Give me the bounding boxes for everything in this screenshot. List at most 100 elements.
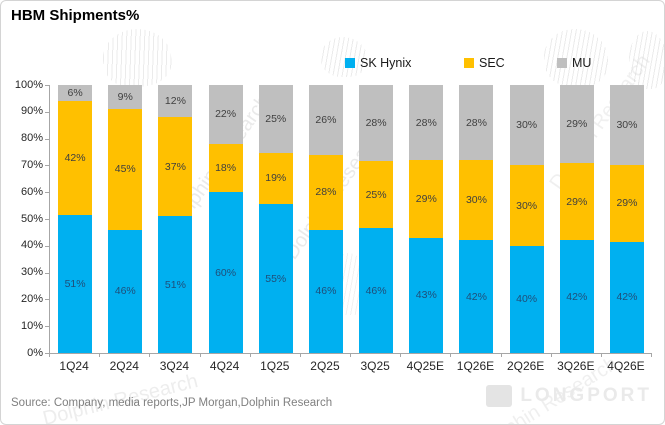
y-tick-label: 30%	[20, 266, 43, 279]
bar-stack: 28% 29% 43%	[409, 85, 444, 353]
bar-segment-sec: 19%	[258, 152, 293, 205]
bar-segment-mu: 22%	[208, 85, 243, 144]
bar-segment-sk-hynix: 42%	[609, 241, 644, 353]
bar-segment-sk-hynix: 60%	[208, 192, 243, 353]
bar-stack: 12% 37% 51%	[158, 85, 193, 353]
bar-segment-mu: 9%	[108, 85, 143, 110]
legend-label-sk-hynix: SK Hynix	[360, 56, 412, 70]
bar-segment-sk-hynix: 42%	[559, 240, 594, 353]
bar-segment-sk-hynix: 51%	[58, 214, 93, 353]
bar-segment-sk-hynix: 43%	[409, 237, 444, 353]
bar-column-4q26e: 30% 29% 42%	[602, 85, 652, 353]
x-tick-mark	[49, 353, 50, 357]
bar-segment-sk-hynix: 55%	[258, 204, 293, 353]
bar-column-3q26e: 29% 29% 42%	[552, 85, 602, 353]
y-tick-mark	[45, 138, 49, 140]
bar-segment-sec: 42%	[58, 101, 93, 215]
x-tick-label-1q25: 1Q25	[260, 359, 290, 373]
x-tick-mark	[500, 353, 502, 357]
bar-stack: 9% 45% 46%	[108, 85, 143, 353]
y-tick-mark	[45, 353, 49, 354]
bar-column-2q25: 26% 28% 46%	[301, 85, 351, 353]
legend-swatch-sk-hynix	[345, 58, 355, 68]
y-tick-mark	[45, 192, 49, 194]
bar-stack: 22% 18% 60%	[208, 85, 243, 353]
x-tick-label-3q26e: 3Q26E	[557, 359, 595, 373]
bar-segment-sec: 28%	[308, 154, 343, 230]
x-tick-mark	[199, 353, 201, 357]
bar-column-1q24: 6% 42% 51%	[50, 85, 100, 353]
longport-watermark: LONGPORT	[486, 385, 652, 407]
bar-column-1q25: 25% 19% 55%	[251, 85, 301, 353]
y-tick-label: 50%	[20, 212, 43, 225]
bar-stack: 26% 28% 46%	[308, 85, 343, 353]
bar-segment-mu: 26%	[308, 85, 343, 155]
x-tick-label-4q24: 4Q24	[209, 359, 240, 373]
plot-area: 6% 42% 51% 9% 45% 46% 12% 37% 51% 22% 18% 60% 25% 19%…	[49, 85, 652, 354]
y-tick-label: 20%	[20, 292, 43, 305]
bar-column-2q26e: 30% 30% 40%	[502, 85, 552, 353]
bar-segment-mu: 28%	[359, 85, 394, 161]
x-tick-label-2q26e: 2Q26E	[506, 359, 545, 373]
y-tick-mark	[45, 85, 49, 86]
bar-segment-sec: 29%	[559, 162, 594, 241]
bar-segment-mu: 28%	[459, 85, 494, 161]
bar-column-3q25: 28% 25% 46%	[351, 85, 401, 353]
x-tick-mark	[149, 353, 151, 357]
bar-segment-sk-hynix: 46%	[308, 229, 343, 353]
bar-segment-mu: 30%	[609, 85, 644, 165]
bar-segment-mu: 29%	[559, 85, 594, 163]
bar-segment-mu: 12%	[158, 85, 193, 118]
x-tick-mark	[550, 353, 552, 357]
y-tick-label: 70%	[20, 158, 43, 171]
x-tick-mark	[600, 353, 602, 357]
bar-segment-mu: 6%	[58, 85, 93, 102]
x-tick-label-1q24: 1Q24	[59, 359, 89, 373]
bar-segment-mu: 25%	[258, 85, 293, 153]
y-tick-label: 80%	[20, 132, 43, 145]
legend-label-sec: SEC	[479, 56, 505, 70]
x-tick-label-1q26e: 1Q26E	[456, 359, 495, 373]
bar-column-4q24: 22% 18% 60%	[201, 85, 251, 353]
bar-segment-sec: 37%	[158, 117, 193, 217]
bar-segment-sk-hynix: 40%	[509, 245, 544, 353]
y-tick-label: 100%	[14, 78, 43, 91]
bar-column-1q26e: 28% 30% 42%	[451, 85, 501, 353]
legend-swatch-sec	[464, 58, 474, 68]
x-tick-mark	[99, 353, 101, 357]
y-tick-mark	[45, 326, 49, 328]
bar-stack: 28% 25% 46%	[359, 85, 394, 353]
x-tick-label-3q24: 3Q24	[159, 359, 190, 373]
x-axis-labels: 1Q24 2Q24 3Q24 4Q24 1Q25 2Q25 3Q25 4Q25E 1Q26E 2Q…	[49, 359, 651, 373]
x-tick-label-2q24: 2Q24	[109, 359, 139, 373]
bar-stack: 30% 29% 42%	[609, 85, 644, 353]
bar-column-4q25e: 28% 29% 43%	[401, 85, 451, 353]
bar-column-3q24: 12% 37% 51%	[150, 85, 200, 353]
y-tick-label: 90%	[20, 105, 43, 118]
chart-title: HBM Shipments%	[11, 7, 140, 24]
bar-segment-mu: 28%	[409, 85, 444, 161]
bar-segment-sk-hynix: 46%	[359, 228, 394, 353]
x-tick-mark	[350, 353, 351, 357]
y-tick-label: 10%	[20, 319, 43, 332]
y-tick-mark	[45, 111, 49, 113]
bar-stack: 6% 42% 51%	[58, 85, 93, 353]
bar-segment-sec: 25%	[359, 160, 394, 229]
bar-segment-sec: 45%	[108, 109, 143, 230]
y-tick-mark	[45, 272, 49, 274]
y-tick-label: 60%	[20, 185, 43, 198]
bar-segment-sec: 29%	[609, 164, 644, 242]
x-tick-label-3q25: 3Q25	[360, 359, 390, 373]
y-tick-mark	[45, 245, 49, 247]
y-tick-label: 40%	[20, 239, 43, 252]
bar-column-2q24: 9% 45% 46%	[100, 85, 150, 353]
y-tick-mark	[45, 219, 49, 220]
legend-item-sk-hynix: SK Hynix	[345, 56, 411, 70]
bar-segment-sk-hynix: 42%	[459, 240, 494, 353]
y-tick-mark	[45, 299, 49, 301]
bar-segment-sec: 30%	[509, 165, 544, 246]
bar-stack: 29% 29% 42%	[559, 85, 594, 353]
bar-segment-sec: 18%	[208, 143, 243, 193]
x-tick-mark	[299, 353, 301, 357]
